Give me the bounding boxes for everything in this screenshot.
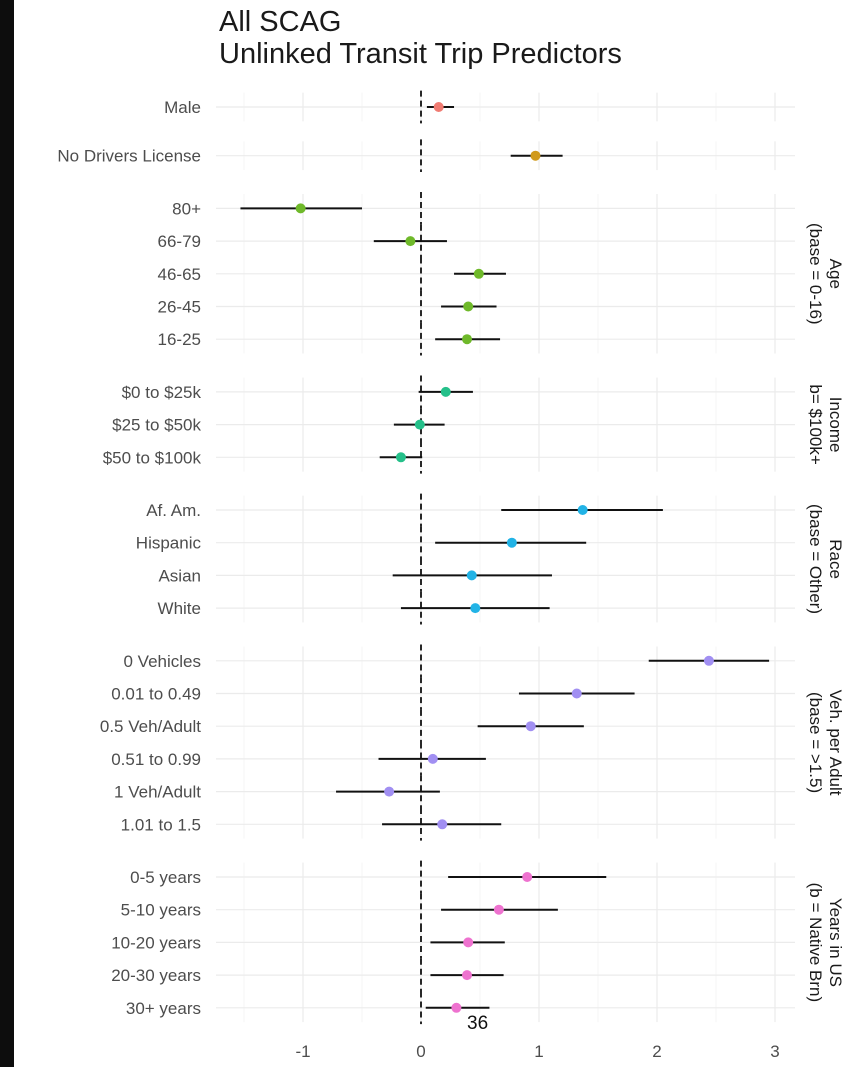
strip-label-income: Incomeb= $100k+ [806, 384, 845, 464]
point-80 [295, 203, 306, 214]
y-label-0-51-to-0-99: 0.51 to 0.99 [111, 750, 201, 769]
page-number: 36 [465, 1013, 491, 1035]
y-label-hispanic: Hispanic [136, 534, 202, 553]
x-tick-label: 3 [770, 1042, 779, 1061]
strip-label-line: Race [826, 539, 845, 579]
y-label-asian: Asian [158, 566, 201, 585]
y-label-0-01-to-0-49: 0.01 to 0.49 [111, 685, 201, 704]
point-male [433, 102, 444, 112]
grid-layer [216, 92, 795, 1023]
marks-layer [240, 90, 770, 1025]
strip-label-line: (base = >1.5) [806, 692, 825, 793]
strip-label-age: Age(base = 0-16) [806, 223, 845, 325]
point-25-to-50k [414, 419, 425, 430]
chart-title-line-1: All SCAG [219, 6, 342, 38]
x-tick-label: 0 [416, 1042, 425, 1061]
point-1-veh-adult [384, 786, 395, 797]
strip-label-line: (base = Other) [806, 504, 825, 614]
strip-label-line: Years in US [826, 898, 845, 987]
y-label-16-25: 16-25 [158, 330, 201, 349]
strip-label-line: Veh. per Adult [826, 690, 845, 796]
labels-layer: Male No Drivers License 80+ 66-79 46-65 26-45… [57, 98, 845, 1061]
y-label-0-5-veh-adult: 0.5 Veh/Adult [100, 717, 201, 736]
y-label-25-to-50k: $25 to $50k [112, 416, 201, 435]
point-0-5-years [522, 872, 533, 882]
strip-label-line: Age [826, 259, 845, 289]
y-label-30-years: 30+ years [126, 999, 201, 1018]
point-hispanic [506, 537, 517, 548]
point-0-5-veh-adult [525, 721, 536, 732]
strip-label-race: Race(base = Other) [806, 504, 845, 614]
y-label-80: 80+ [172, 199, 201, 218]
strip-label-years-in-us: Years in US(b = Native Brn) [806, 883, 845, 1003]
point-asian [466, 570, 477, 581]
point-50-to-100k [395, 452, 406, 463]
left-dark-border [0, 0, 14, 1067]
y-label-5-10-years: 5-10 years [121, 901, 201, 920]
y-label-af-am: Af. Am. [146, 501, 201, 520]
point-0-vehicles [703, 655, 714, 666]
point-26-45 [463, 301, 474, 312]
point-no-drivers-license [530, 150, 541, 161]
y-label-no-drivers-license: No Drivers License [57, 147, 201, 166]
point-white [470, 603, 481, 614]
x-tick-label: 2 [652, 1042, 661, 1061]
point-16-25 [462, 334, 473, 345]
point-5-10-years [493, 904, 504, 915]
y-label-10-20-years: 10-20 years [111, 933, 201, 952]
point-46-65 [473, 268, 484, 279]
point-66-79 [405, 236, 416, 247]
y-label-0-5-years: 0-5 years [130, 868, 201, 887]
y-label-1-veh-adult: 1 Veh/Adult [114, 783, 201, 802]
x-tick-label: 1 [534, 1042, 543, 1061]
x-tick-label: -1 [295, 1042, 310, 1061]
y-label-50-to-100k: $50 to $100k [103, 448, 202, 467]
point-0-01-to-0-49 [571, 688, 582, 699]
point-10-20-years [463, 937, 474, 948]
y-label-20-30-years: 20-30 years [111, 966, 201, 985]
y-label-46-65: 46-65 [158, 265, 201, 284]
y-label-26-45: 26-45 [158, 298, 201, 317]
point-20-30-years [462, 970, 473, 981]
point-0-51-to-0-99 [427, 753, 438, 764]
chart-title-line-2: Unlinked Transit Trip Predictors [219, 38, 622, 70]
point-1-01-to-1-5 [437, 819, 448, 830]
y-label-0-to-25k: $0 to $25k [122, 383, 202, 402]
strip-label-line: (b = Native Brn) [806, 883, 825, 1003]
y-label-white: White [158, 599, 201, 618]
strip-label-line: (base = 0-16) [806, 223, 825, 325]
y-label-0-vehicles: 0 Vehicles [124, 652, 202, 671]
strip-label-veh-per-adult: Veh. per Adult(base = >1.5) [806, 690, 845, 796]
y-label-male: Male [164, 98, 201, 117]
point-0-to-25k [440, 386, 451, 397]
strip-label-line: b= $100k+ [806, 384, 825, 464]
y-label-1-01-to-1-5: 1.01 to 1.5 [121, 815, 201, 834]
point-af-am [577, 505, 588, 515]
y-label-66-79: 66-79 [158, 232, 201, 251]
strip-label-line: Income [826, 397, 845, 453]
point-30-years [451, 1002, 462, 1013]
chart-title: All SCAG Unlinked Transit Trip Predictor… [219, 6, 622, 70]
